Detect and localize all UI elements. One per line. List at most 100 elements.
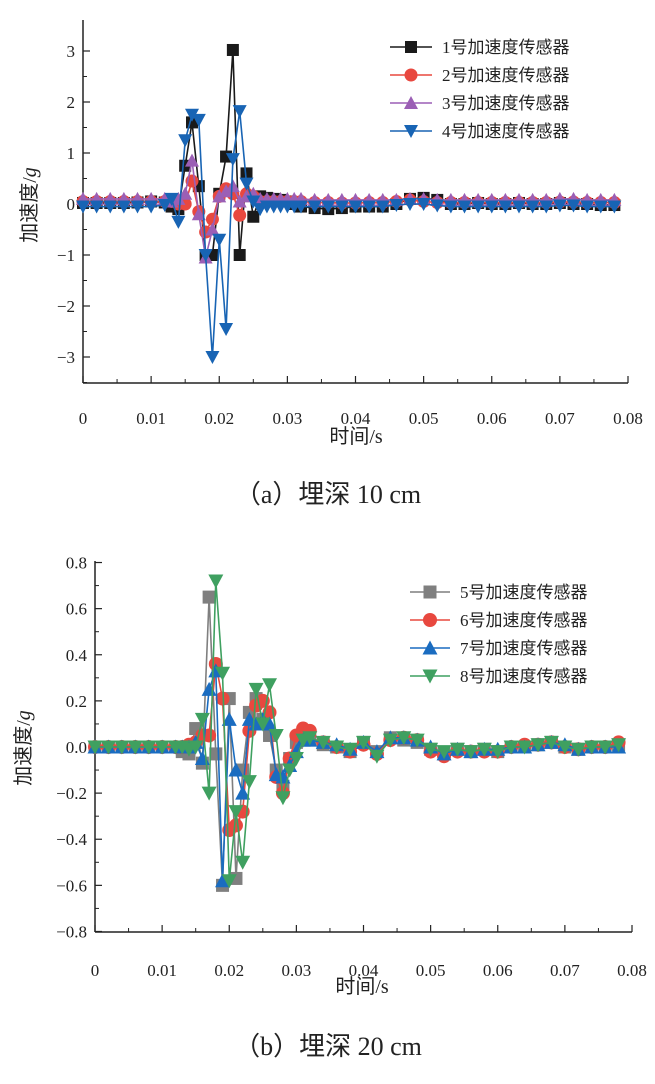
- data-point: [329, 740, 345, 755]
- legend-item: 8号加速度传感器: [410, 667, 588, 686]
- data-point: [543, 735, 559, 750]
- legend-label: 2号加速度传感器: [442, 66, 570, 85]
- x-tick-label: 0: [79, 409, 88, 428]
- x-tick-label: 0.07: [545, 409, 575, 428]
- data-point: [239, 177, 254, 191]
- x-tick-label: 0.08: [617, 961, 647, 980]
- y-tick-label: −1: [57, 246, 75, 265]
- legend-marker: [405, 41, 417, 53]
- data-point: [288, 752, 304, 767]
- data-point: [215, 873, 231, 888]
- data-point: [557, 740, 573, 755]
- data-point: [334, 200, 349, 214]
- data-point: [188, 740, 204, 755]
- y-tick-label: 0: [67, 195, 76, 214]
- x-axis-label: 时间/s: [329, 425, 383, 448]
- y-tick-label: −0.6: [56, 876, 87, 895]
- data-point: [228, 818, 243, 833]
- data-point: [503, 740, 519, 755]
- data-point: [241, 775, 257, 790]
- data-point: [597, 740, 613, 755]
- data-point: [178, 186, 193, 200]
- data-point: [321, 200, 336, 214]
- legend-marker: [404, 68, 418, 82]
- data-point: [198, 249, 213, 262]
- data-point: [228, 805, 244, 820]
- data-point: [201, 786, 217, 801]
- data-point: [157, 199, 172, 213]
- data-point: [457, 200, 472, 214]
- data-point: [144, 200, 159, 214]
- y-tick-label: 0.2: [66, 692, 87, 711]
- data-point: [154, 740, 170, 755]
- data-point: [566, 199, 581, 213]
- data-point: [342, 742, 358, 757]
- data-point: [255, 717, 271, 732]
- data-point: [512, 200, 526, 214]
- data-point: [248, 682, 264, 697]
- data-point: [202, 590, 216, 604]
- y-tick-label: 0.4: [66, 646, 88, 665]
- x-tick-label: 0.02: [204, 409, 234, 428]
- data-point: [416, 198, 431, 211]
- y-axis-label: 加速度/g: [18, 167, 41, 243]
- data-point: [539, 200, 554, 214]
- data-point: [219, 322, 234, 336]
- data-point: [114, 740, 130, 755]
- legend-label: 6号加速度传感器: [460, 611, 588, 630]
- data-point: [127, 740, 143, 755]
- x-tick-label: 0.01: [147, 961, 177, 980]
- x-tick-label: 0: [91, 961, 100, 980]
- y-tick-label: 1: [67, 144, 76, 163]
- data-point: [141, 740, 157, 755]
- y-tick-label: 0.6: [66, 600, 87, 619]
- data-point: [275, 791, 291, 806]
- legend-label: 4号加速度传感器: [442, 122, 570, 141]
- data-point: [471, 200, 486, 214]
- x-axis-label: 时间/s: [335, 975, 389, 998]
- caption: （b）埋深 20 cm: [234, 1032, 422, 1061]
- data-point: [607, 200, 622, 214]
- data-point: [282, 763, 298, 778]
- data-point: [185, 108, 199, 122]
- data-point: [382, 733, 398, 748]
- data-point: [205, 351, 220, 364]
- data-point: [584, 740, 600, 755]
- data-point: [228, 762, 244, 777]
- series-3: [87, 663, 627, 888]
- data-point: [593, 200, 608, 214]
- legend-marker: [404, 125, 418, 138]
- x-tick-label: 0.08: [613, 409, 643, 428]
- data-point: [178, 134, 193, 148]
- data-point: [208, 574, 224, 589]
- data-point: [233, 208, 247, 222]
- x-tick-label: 0.02: [214, 961, 244, 980]
- data-point: [235, 855, 251, 870]
- data-point: [164, 192, 179, 206]
- data-point: [219, 184, 234, 198]
- data-point: [552, 199, 567, 213]
- data-point: [463, 745, 479, 760]
- data-point: [89, 200, 104, 214]
- legend-item: 5号加速度传感器: [410, 583, 588, 602]
- data-point: [194, 712, 210, 727]
- x-tick-label: 0.06: [483, 961, 513, 980]
- data-point: [247, 210, 260, 223]
- x-tick-label: 0.03: [273, 409, 303, 428]
- legend-label: 7号加速度传感器: [460, 639, 588, 658]
- data-point: [215, 666, 231, 681]
- y-tick-label: 3: [67, 42, 76, 61]
- data-point: [191, 113, 206, 127]
- data-point: [103, 200, 118, 214]
- data-point: [226, 43, 239, 56]
- legend-item: 6号加速度传感器: [410, 611, 588, 630]
- x-tick-label: 0.05: [416, 961, 446, 980]
- legend-marker: [423, 585, 437, 599]
- y-tick-label: −0.8: [56, 922, 87, 941]
- y-tick-label: −0.4: [56, 830, 87, 849]
- data-point: [530, 738, 546, 753]
- data-point: [389, 199, 404, 213]
- data-point: [233, 249, 246, 261]
- y-axis-label: 加速度/g: [12, 710, 35, 786]
- data-point: [221, 711, 237, 726]
